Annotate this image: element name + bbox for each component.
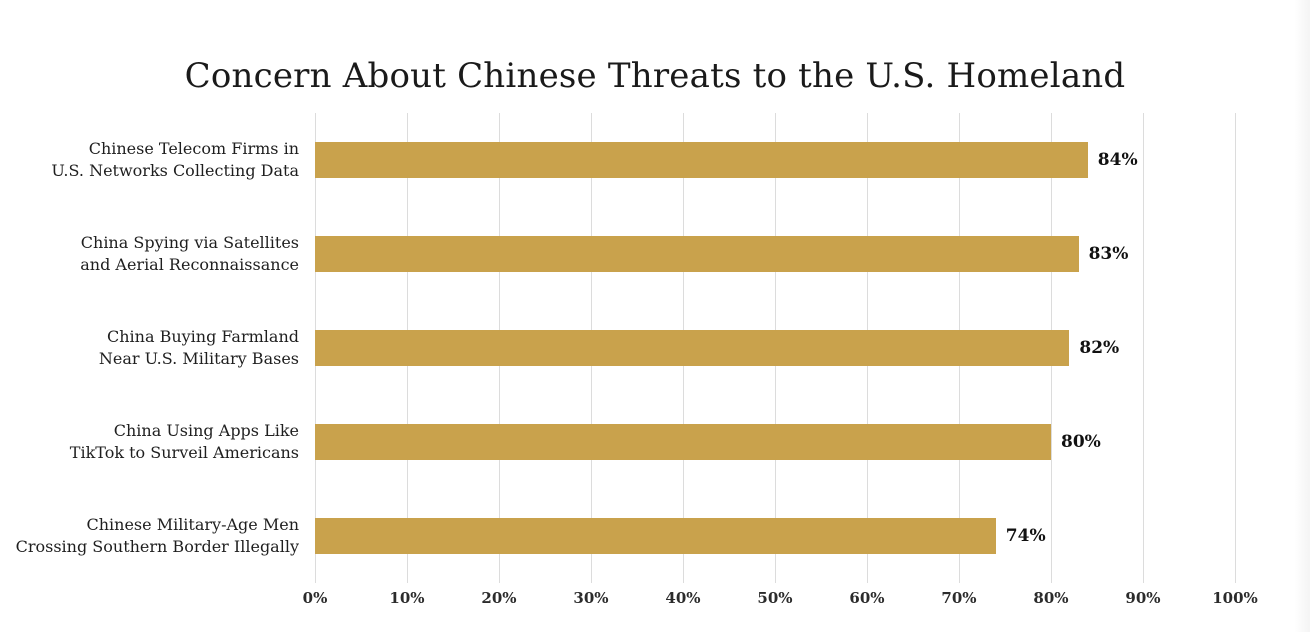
value-label-4: 74% (1005, 526, 1046, 546)
x-tick-label-70: 70% (941, 589, 977, 607)
x-tick-label-20: 20% (481, 589, 517, 607)
bar-0 (315, 142, 1088, 178)
gridline-90 (1143, 113, 1144, 583)
value-label-3: 80% (1061, 432, 1101, 452)
category-label-0: Chinese Telecom Firms in U.S. Networks C… (51, 139, 299, 180)
x-tick-label-100: 100% (1212, 589, 1258, 607)
x-tick-label-90: 90% (1125, 589, 1161, 607)
gridline-100 (1235, 113, 1236, 583)
category-label-1: China Spying via Satellites and Aerial R… (80, 233, 299, 274)
bar-2 (315, 330, 1070, 366)
x-tick-label-80: 80% (1033, 589, 1069, 607)
category-label-2: China Buying Farmland Near U.S. Military… (98, 327, 299, 368)
x-tick-label-50: 50% (757, 589, 793, 607)
value-label-2: 82% (1079, 338, 1120, 358)
bar-3 (315, 424, 1051, 460)
plot-area: 84% 83% 82% 80% 74% (315, 113, 1236, 583)
category-label-3: China Using Apps Like TikTok to Surveil … (69, 421, 299, 462)
x-tick-label-30: 30% (573, 589, 609, 607)
x-tick-label-0: 0% (302, 589, 328, 607)
value-label-0: 84% (1097, 150, 1138, 170)
x-tick-label-10: 10% (389, 589, 425, 607)
x-tick-label-60: 60% (849, 589, 885, 607)
bar-4 (315, 518, 996, 554)
chart-title: Concern About Chinese Threats to the U.S… (184, 56, 1126, 96)
bar-1 (315, 236, 1079, 272)
category-label-4: Chinese Military-Age Men Crossing Southe… (15, 515, 299, 556)
value-label-1: 83% (1088, 244, 1129, 264)
x-tick-label-40: 40% (665, 589, 701, 607)
